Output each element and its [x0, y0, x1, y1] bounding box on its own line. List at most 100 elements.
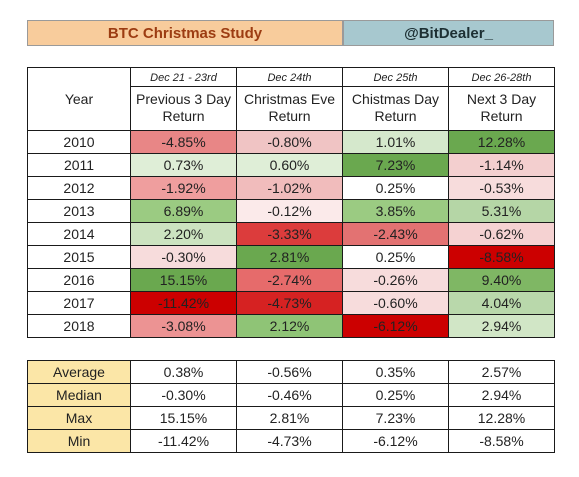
stat-value: 2.81%: [236, 406, 343, 430]
return-cell: 15.15%: [130, 268, 237, 292]
stats-row: Max 15.15% 2.81% 7.23% 12.28%: [27, 406, 555, 430]
stat-label: Max: [27, 406, 131, 430]
study-title-banner: BTC Christmas Study: [27, 20, 343, 46]
column-date-range: Dec 26-28th: [449, 69, 554, 87]
stat-value: 0.35%: [342, 360, 449, 384]
return-cell: -0.62%: [448, 222, 555, 246]
return-cell: -0.26%: [342, 268, 449, 292]
return-cell: 4.04%: [448, 291, 555, 315]
stat-value: 2.57%: [448, 360, 555, 384]
table-row: 2017 -11.42% -4.73% -0.60% 4.04%: [27, 291, 555, 315]
table-row: 2011 0.73% 0.60% 7.23% -1.14%: [27, 153, 555, 177]
stats-row: Median -0.30% -0.46% 0.25% 2.94%: [27, 383, 555, 407]
return-cell: 0.60%: [236, 153, 343, 177]
stat-label: Average: [27, 360, 131, 384]
table-row: 2010 -4.85% -0.80% 1.01% 12.28%: [27, 130, 555, 154]
stat-value: -11.42%: [130, 429, 237, 453]
return-cell: 2.81%: [236, 245, 343, 269]
column-title: Christmas Eve Return: [243, 91, 336, 124]
return-cell: -2.43%: [342, 222, 449, 246]
column-date-range: Dec 24th: [237, 69, 342, 87]
return-cell: 0.73%: [130, 153, 237, 177]
stat-label: Min: [27, 429, 131, 453]
return-cell: -0.60%: [342, 291, 449, 315]
study-title: BTC Christmas Study: [107, 24, 263, 42]
year-cell: 2015: [27, 245, 131, 269]
stat-value: 0.25%: [342, 383, 449, 407]
return-cell: 0.25%: [342, 245, 449, 269]
return-cell: -0.80%: [236, 130, 343, 154]
stat-value: -4.73%: [236, 429, 343, 453]
returns-table: Year Dec 21 - 23rd Previous 3 Day Return…: [27, 67, 555, 338]
table-row: 2013 6.89% -0.12% 3.85% 5.31%: [27, 199, 555, 223]
return-cell: -1.14%: [448, 153, 555, 177]
column-header: Dec 26-28th Next 3 Day Return: [448, 67, 555, 131]
header-row: Year Dec 21 - 23rd Previous 3 Day Return…: [27, 67, 555, 131]
table-row: 2015 -0.30% 2.81% 0.25% -8.58%: [27, 245, 555, 269]
year-cell: 2012: [27, 176, 131, 200]
year-cell: 2010: [27, 130, 131, 154]
stat-value: -8.58%: [448, 429, 555, 453]
stat-value: -0.46%: [236, 383, 343, 407]
year-cell: 2016: [27, 268, 131, 292]
stat-value: 12.28%: [448, 406, 555, 430]
return-cell: -3.33%: [236, 222, 343, 246]
column-title: Next 3 Day Return: [466, 91, 537, 124]
stat-value: 7.23%: [342, 406, 449, 430]
stat-label: Median: [27, 383, 131, 407]
year-header: Year: [27, 67, 131, 131]
column-header: Dec 21 - 23rd Previous 3 Day Return: [130, 67, 237, 131]
stat-value: 0.38%: [130, 360, 237, 384]
year-cell: 2017: [27, 291, 131, 315]
return-cell: -1.92%: [130, 176, 237, 200]
return-cell: -2.74%: [236, 268, 343, 292]
return-cell: 9.40%: [448, 268, 555, 292]
return-cell: -8.58%: [448, 245, 555, 269]
return-cell: 12.28%: [448, 130, 555, 154]
stat-value: -0.56%: [236, 360, 343, 384]
return-cell: 7.23%: [342, 153, 449, 177]
year-cell: 2014: [27, 222, 131, 246]
return-cell: -3.08%: [130, 314, 237, 338]
year-cell: 2018: [27, 314, 131, 338]
return-cell: -0.53%: [448, 176, 555, 200]
table-row: 2016 15.15% -2.74% -0.26% 9.40%: [27, 268, 555, 292]
year-cell: 2011: [27, 153, 131, 177]
return-cell: 6.89%: [130, 199, 237, 223]
stat-value: -0.30%: [130, 383, 237, 407]
return-cell: -6.12%: [342, 314, 449, 338]
column-date-range: Dec 25th: [343, 69, 448, 87]
return-cell: -4.73%: [236, 291, 343, 315]
return-cell: -11.42%: [130, 291, 237, 315]
return-cell: 0.25%: [342, 176, 449, 200]
table-row: 2014 2.20% -3.33% -2.43% -0.62%: [27, 222, 555, 246]
return-cell: -0.12%: [236, 199, 343, 223]
return-cell: -1.02%: [236, 176, 343, 200]
stat-value: 2.94%: [448, 383, 555, 407]
table-row: 2018 -3.08% 2.12% -6.12% 2.94%: [27, 314, 555, 338]
return-cell: -0.30%: [130, 245, 237, 269]
stat-value: 15.15%: [130, 406, 237, 430]
summary-stats-table: Average 0.38% -0.56% 0.35% 2.57% Median -0.30%…: [27, 360, 555, 453]
return-cell: 5.31%: [448, 199, 555, 223]
returns-table-body: Year Dec 21 - 23rd Previous 3 Day Return…: [27, 67, 555, 338]
return-cell: 2.12%: [236, 314, 343, 338]
author-handle-banner: @BitDealer_: [343, 20, 554, 46]
return-cell: 2.94%: [448, 314, 555, 338]
author-handle: @BitDealer_: [404, 24, 493, 42]
return-cell: 1.01%: [342, 130, 449, 154]
stats-row: Average 0.38% -0.56% 0.35% 2.57%: [27, 360, 555, 384]
year-cell: 2013: [27, 199, 131, 223]
return-cell: 2.20%: [130, 222, 237, 246]
column-header: Dec 25th Chistmas Day Return: [342, 67, 449, 131]
return-cell: 3.85%: [342, 199, 449, 223]
summary-stats-body: Average 0.38% -0.56% 0.35% 2.57% Median -0.30%…: [27, 360, 555, 453]
column-title: Chistmas Day Return: [351, 91, 440, 124]
return-cell: -4.85%: [130, 130, 237, 154]
stat-value: -6.12%: [342, 429, 449, 453]
stats-row: Min -11.42% -4.73% -6.12% -8.58%: [27, 429, 555, 453]
table-row: 2012 -1.92% -1.02% 0.25% -0.53%: [27, 176, 555, 200]
column-date-range: Dec 21 - 23rd: [131, 69, 236, 87]
column-title: Previous 3 Day Return: [136, 91, 231, 124]
column-header: Dec 24th Christmas Eve Return: [236, 67, 343, 131]
